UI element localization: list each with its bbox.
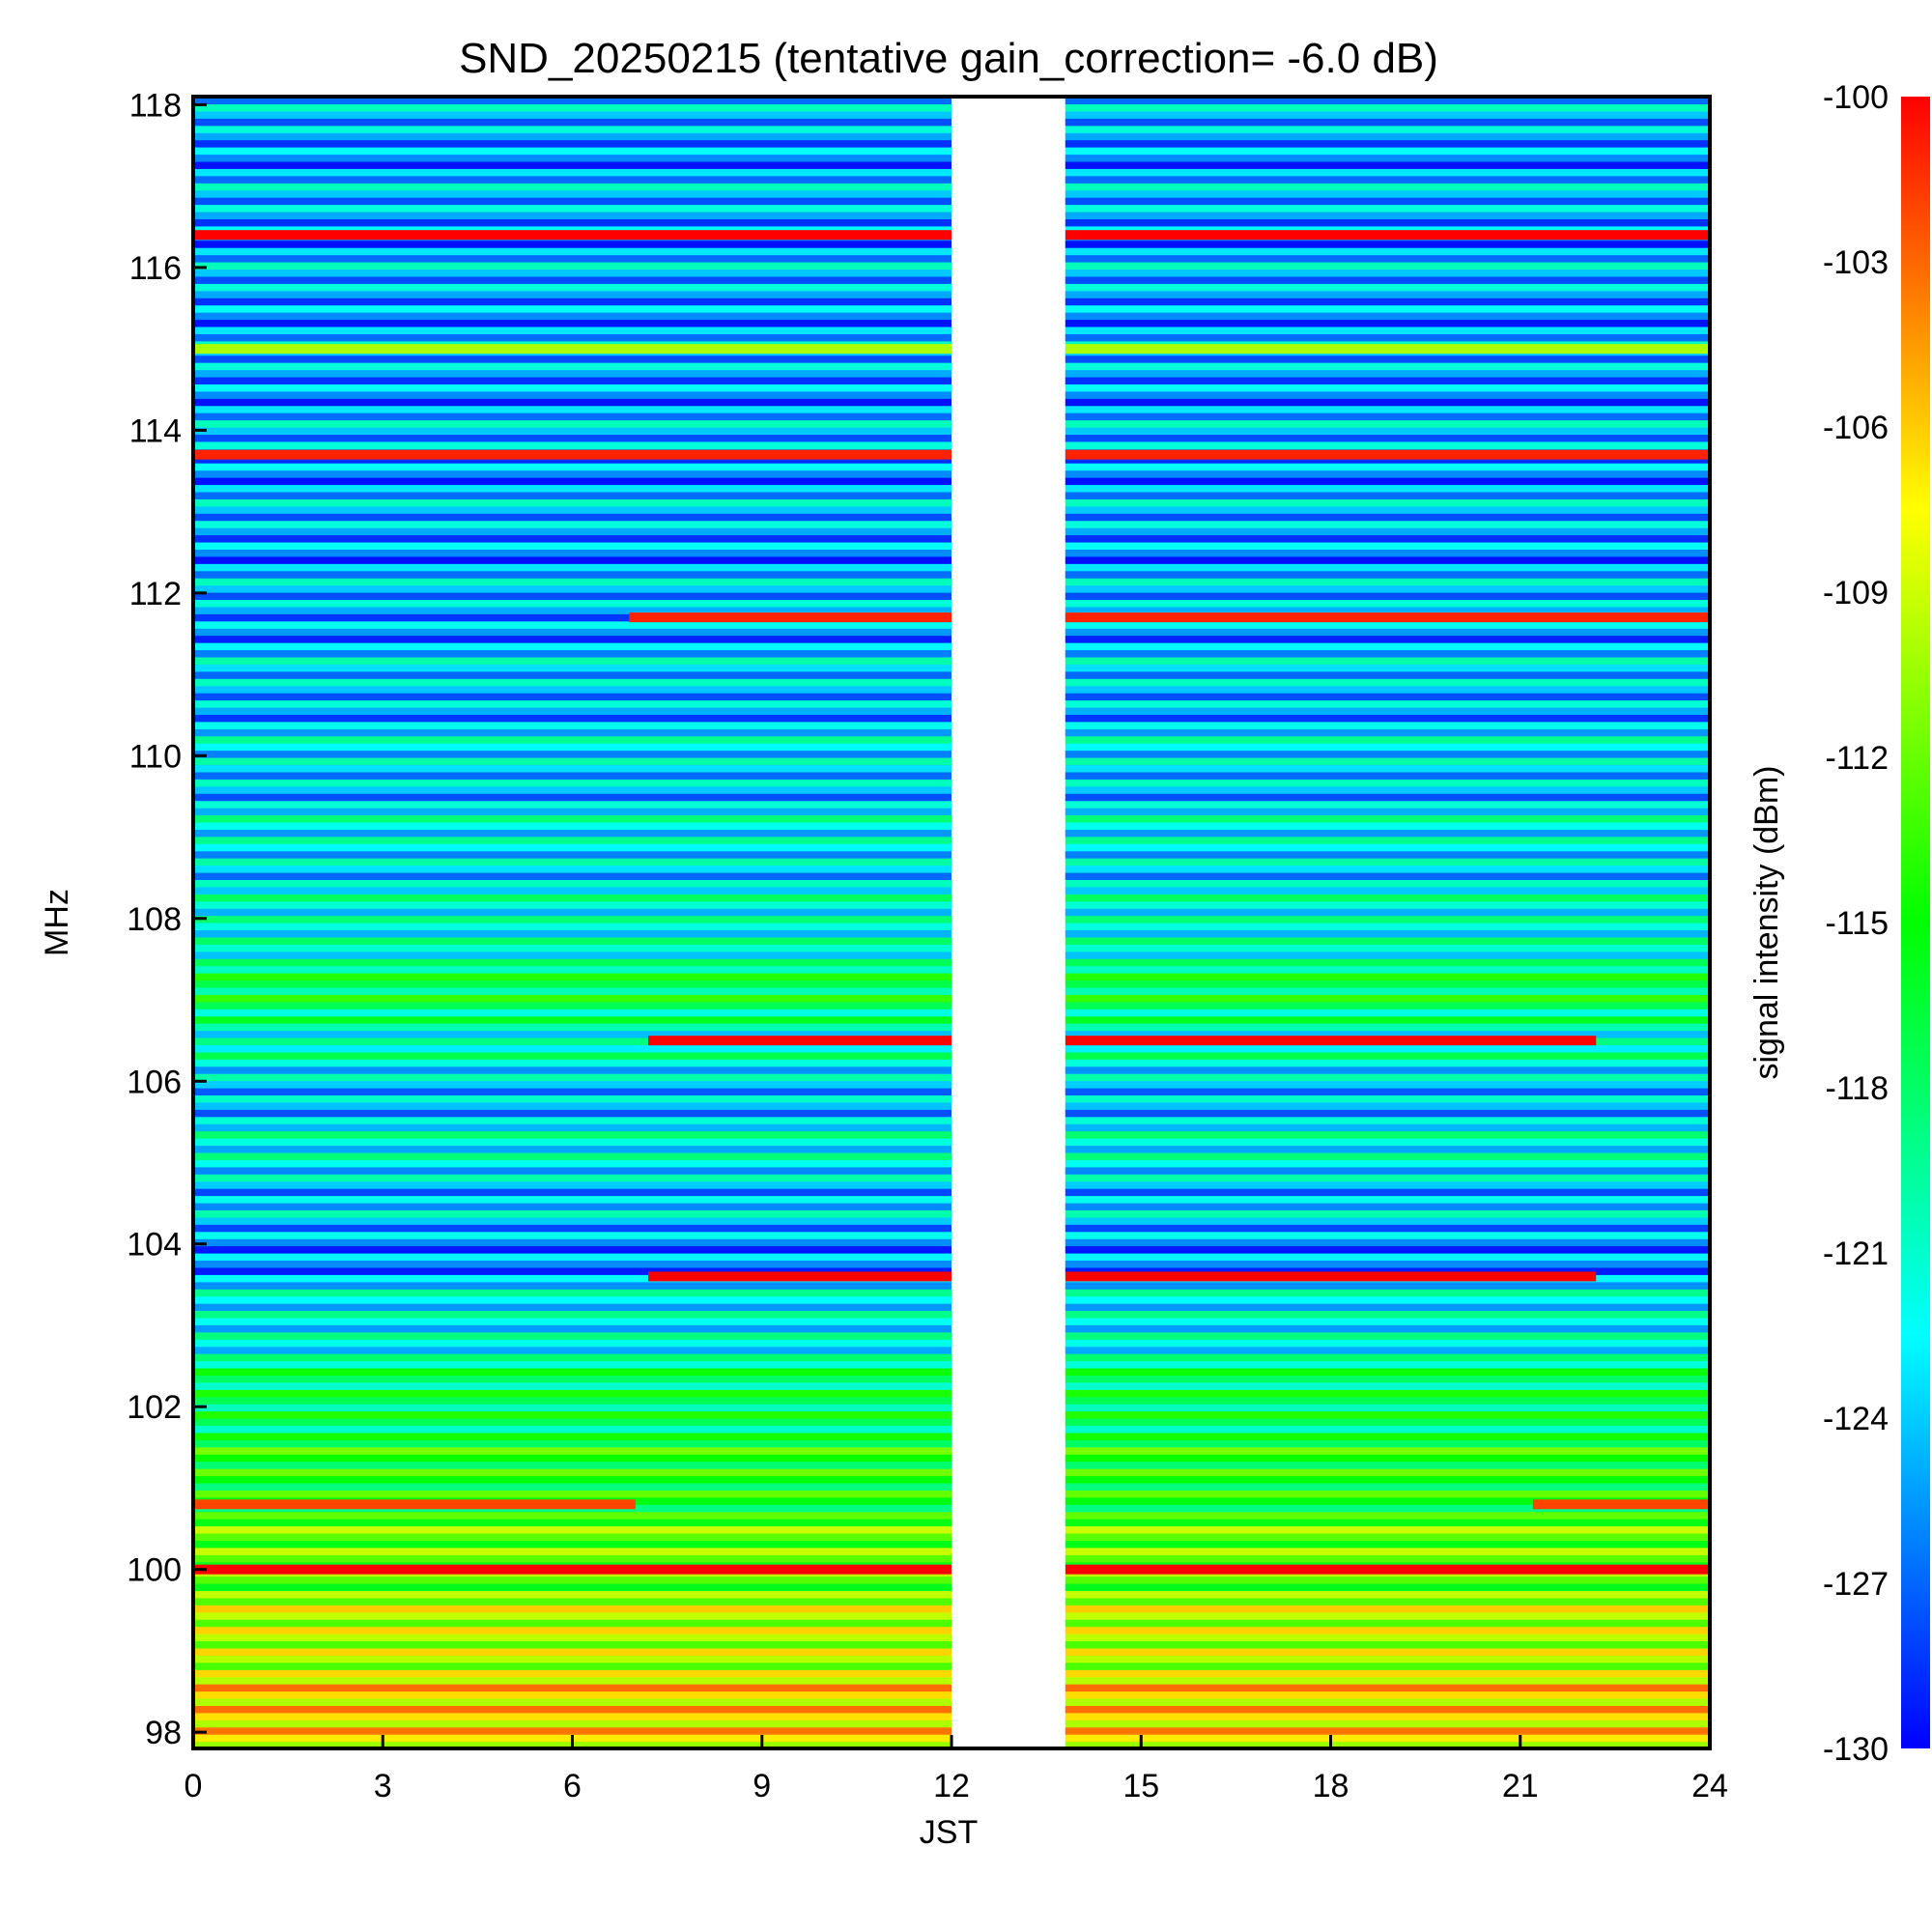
signal-line [648,1036,952,1046]
signal-line [1065,344,1710,355]
colorbar-tick-label: -127 [1823,1566,1889,1603]
y-tick-label: 116 [129,250,182,287]
y-tick-label: 110 [129,738,182,775]
x-tick-label: 9 [753,1768,771,1804]
x-tick-label: 12 [933,1768,970,1804]
y-axis-label: MHz [39,889,75,956]
x-tick-label: 24 [1691,1768,1728,1804]
x-tick-label: 15 [1122,1768,1159,1804]
signal-line [193,1564,952,1575]
x-axis-ticks: 0 3 6 9 12 15 18 21 24 [185,1735,1728,1804]
colorbar-tick-label: -106 [1823,410,1889,446]
colorbar-ticks: -100 -103 -106 -109 -112 -115 -118 -121 -124 -127… [1823,79,1889,1768]
colorbar-tick-label: -103 [1823,244,1889,281]
x-tick-label: 18 [1313,1768,1350,1804]
x-tick-label: 21 [1502,1768,1539,1804]
y-tick-label: 114 [129,412,182,449]
x-tick-label: 0 [185,1768,203,1804]
y-tick-label: 118 [129,87,182,124]
y-tick-label: 98 [145,1715,182,1751]
colorbar-tick-label: -118 [1825,1070,1889,1107]
colorbar-label: signal intensity (dBm) [1748,765,1785,1079]
signal-line [1065,449,1710,460]
signal-line [1065,1036,1597,1046]
signal-line [648,1271,952,1282]
signal-line [1065,1564,1710,1575]
y-tick-label: 112 [129,576,182,612]
colorbar-tick-label: -115 [1825,905,1889,942]
signal-line [193,449,952,460]
colorbar [1901,97,1930,1748]
signal-line [193,230,952,241]
signal-line [1532,1499,1710,1510]
signal-line [629,612,952,623]
y-tick-label: 102 [127,1389,182,1426]
x-tick-label: 6 [563,1768,582,1804]
colorbar-tick-label: -109 [1823,575,1889,611]
colorbar-tick-label: -112 [1825,740,1889,777]
x-tick-label: 3 [374,1768,392,1804]
y-tick-label: 108 [127,901,182,938]
signal-line [1065,1271,1597,1282]
signal-line [1065,230,1710,241]
y-tick-label: 106 [127,1064,182,1100]
strong-signal-lines [193,230,1710,1575]
signal-line [1065,612,1710,623]
y-tick-label: 100 [127,1552,182,1589]
signal-line [193,344,952,355]
colorbar-tick-label: -121 [1823,1236,1889,1272]
colorbar-tick-label: -100 [1823,79,1889,116]
colorbar-tick-label: -124 [1823,1401,1889,1437]
y-axis-ticks: 98 100 102 104 106 108 110 112 114 116 118 [127,87,207,1751]
x-axis-label: JST [920,1814,978,1851]
signal-line [193,1499,636,1510]
y-tick-label: 104 [127,1227,182,1264]
chart-title: SND_20250215 (tentative gain_correction=… [459,35,1438,82]
colorbar-tick-label: -130 [1823,1731,1889,1768]
data-gap [952,97,1065,1748]
